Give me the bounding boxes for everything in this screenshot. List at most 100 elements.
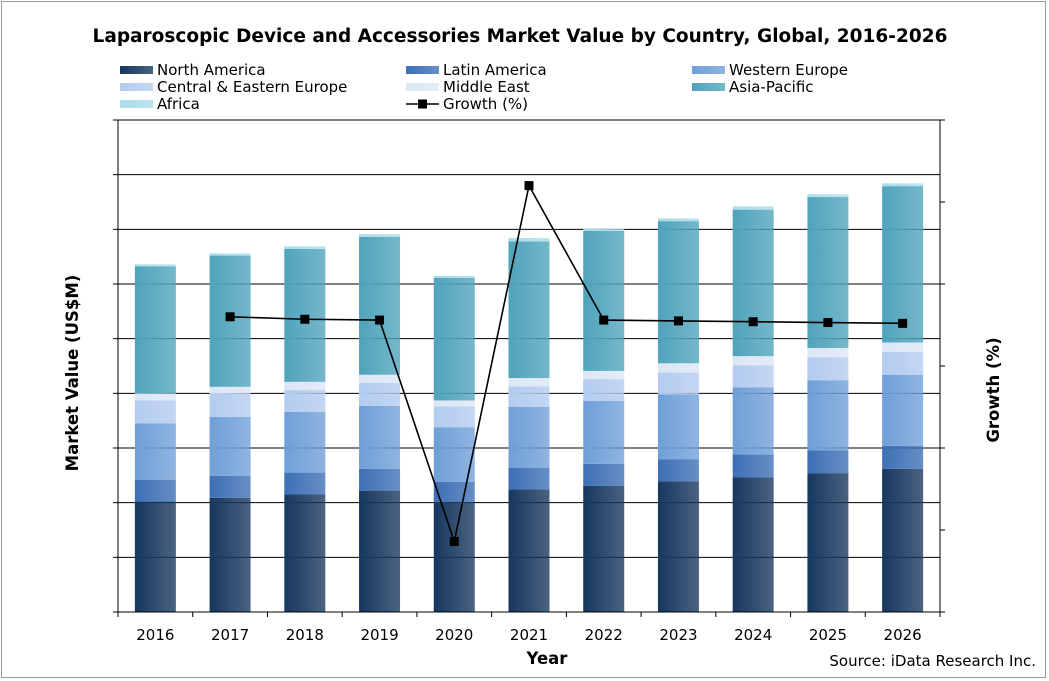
bar-central-eastern-europe-2019 — [359, 382, 401, 406]
x-tick-label-2025: 2025 — [809, 626, 847, 644]
bar-latin-america-2018 — [284, 472, 326, 495]
bar-north-america-2019 — [359, 490, 401, 612]
bar-central-eastern-europe-2025 — [807, 357, 849, 381]
bar-latin-america-2024 — [732, 454, 774, 478]
legend-label-central-eastern-europe: Central & Eastern Europe — [157, 78, 347, 96]
x-tick-label-2018: 2018 — [286, 626, 324, 644]
bar-latin-america-2021 — [508, 467, 550, 490]
bar-central-eastern-europe-2017 — [209, 393, 251, 417]
legend-item-north-america: North America — [120, 61, 266, 79]
bar-latin-america-2017 — [209, 475, 251, 498]
x-tick-label-2022: 2022 — [585, 626, 623, 644]
bar-north-america-2026 — [882, 468, 924, 612]
bar-north-america-2018 — [284, 494, 326, 612]
bar-latin-america-2025 — [807, 450, 849, 474]
bar-africa-2025 — [807, 194, 849, 198]
x-tick-labels: 2016 2017 2018 2019 2020 2021 2022 2023 2024 2025… — [136, 626, 921, 644]
bar-north-america-2023 — [657, 481, 699, 612]
bar-north-america-2024 — [732, 477, 774, 612]
bar-central-eastern-europe-2018 — [284, 390, 326, 412]
x-tick-label-2023: 2023 — [659, 626, 697, 644]
legend-item-western-europe: Western Europe — [692, 61, 848, 79]
bar-central-eastern-europe-2022 — [583, 379, 625, 401]
growth-marker-2024 — [748, 317, 758, 327]
bar-central-eastern-europe-2021 — [508, 386, 550, 407]
legend-swatch-middle-east — [406, 83, 439, 91]
bar-africa-2020 — [433, 275, 475, 278]
growth-marker-2022 — [599, 315, 609, 325]
legend-item-middle-east: Middle East — [406, 78, 530, 96]
bar-central-eastern-europe-2020 — [433, 406, 475, 428]
bar-middle-east-2022 — [583, 370, 625, 380]
legend-label-latin-america: Latin America — [443, 61, 547, 79]
bar-latin-america-2019 — [359, 468, 401, 491]
legend-label-western-europe: Western Europe — [729, 61, 848, 79]
bar-central-eastern-europe-2024 — [732, 365, 774, 388]
bar-north-america-2022 — [583, 485, 625, 612]
growth-line — [225, 181, 908, 546]
growth-marker-2018 — [300, 314, 310, 324]
legend-item-latin-america: Latin America — [406, 61, 547, 79]
growth-marker-2021 — [524, 181, 534, 191]
bar-africa-2021 — [508, 238, 550, 242]
bar-latin-america-2023 — [657, 459, 699, 482]
bar-middle-east-2017 — [209, 386, 251, 394]
bar-western-europe-2023 — [657, 394, 699, 460]
bar-asia-pacific-2023 — [657, 221, 699, 364]
legend: North America Latin America Western Europe… — [120, 61, 848, 113]
x-tick-label-2024: 2024 — [734, 626, 772, 644]
legend-item-central-eastern-europe: Central & Eastern Europe — [120, 78, 347, 96]
legend-label-north-america: North America — [157, 61, 266, 79]
bar-middle-east-2026 — [882, 342, 924, 352]
bar-western-europe-2016 — [134, 423, 176, 480]
bar-central-eastern-europe-2023 — [657, 372, 699, 395]
bar-africa-2019 — [359, 234, 401, 237]
growth-marker-2019 — [375, 315, 385, 325]
axes — [113, 119, 945, 617]
bar-asia-pacific-2022 — [583, 230, 625, 371]
bar-latin-america-2022 — [583, 463, 625, 486]
growth-marker-2025 — [823, 318, 833, 328]
x-tick-label-2021: 2021 — [510, 626, 548, 644]
legend-swatch-asia-pacific — [692, 83, 725, 91]
bar-north-america-2025 — [807, 473, 849, 612]
bar-western-europe-2019 — [359, 405, 401, 469]
bar-middle-east-2016 — [134, 393, 176, 401]
bar-western-europe-2026 — [882, 374, 924, 446]
bar-western-europe-2017 — [209, 416, 251, 476]
bar-central-eastern-europe-2026 — [882, 351, 924, 375]
bar-western-europe-2018 — [284, 411, 326, 473]
bar-middle-east-2019 — [359, 374, 401, 383]
y2-axis-title: Growth (%) — [984, 337, 1003, 442]
x-tick-label-2017: 2017 — [211, 626, 249, 644]
bar-latin-america-2020 — [433, 481, 475, 503]
legend-item-africa: Africa — [120, 95, 200, 113]
y-axis-title: Market Value (US$M) — [63, 275, 82, 472]
bar-north-america-2016 — [134, 501, 176, 612]
bar-middle-east-2018 — [284, 381, 326, 391]
bar-asia-pacific-2016 — [134, 266, 176, 394]
source-note: Source: iData Research Inc. — [829, 652, 1036, 670]
bar-asia-pacific-2021 — [508, 241, 550, 379]
bar-africa-2023 — [657, 218, 699, 222]
bar-africa-2026 — [882, 183, 924, 187]
growth-marker-2017 — [225, 312, 235, 322]
growth-marker-2023 — [673, 316, 683, 326]
bar-middle-east-2025 — [807, 347, 849, 358]
chart-title: Laparoscopic Device and Accessories Mark… — [93, 26, 948, 47]
legend-marker-growth — [418, 99, 427, 109]
growth-polyline — [230, 183, 903, 545]
bar-africa-2024 — [732, 206, 774, 210]
bar-asia-pacific-2020 — [433, 277, 475, 401]
legend-item-growth: Growth (%) — [406, 95, 528, 113]
bar-africa-2018 — [284, 246, 326, 250]
bar-asia-pacific-2026 — [882, 186, 924, 343]
bar-middle-east-2020 — [433, 400, 475, 407]
bar-africa-2017 — [209, 253, 251, 256]
x-tick-label-2020: 2020 — [435, 626, 473, 644]
legend-swatch-latin-america — [406, 66, 439, 74]
legend-swatch-north-america — [120, 66, 153, 74]
bar-middle-east-2023 — [657, 363, 699, 373]
bar-latin-america-2016 — [134, 479, 176, 502]
